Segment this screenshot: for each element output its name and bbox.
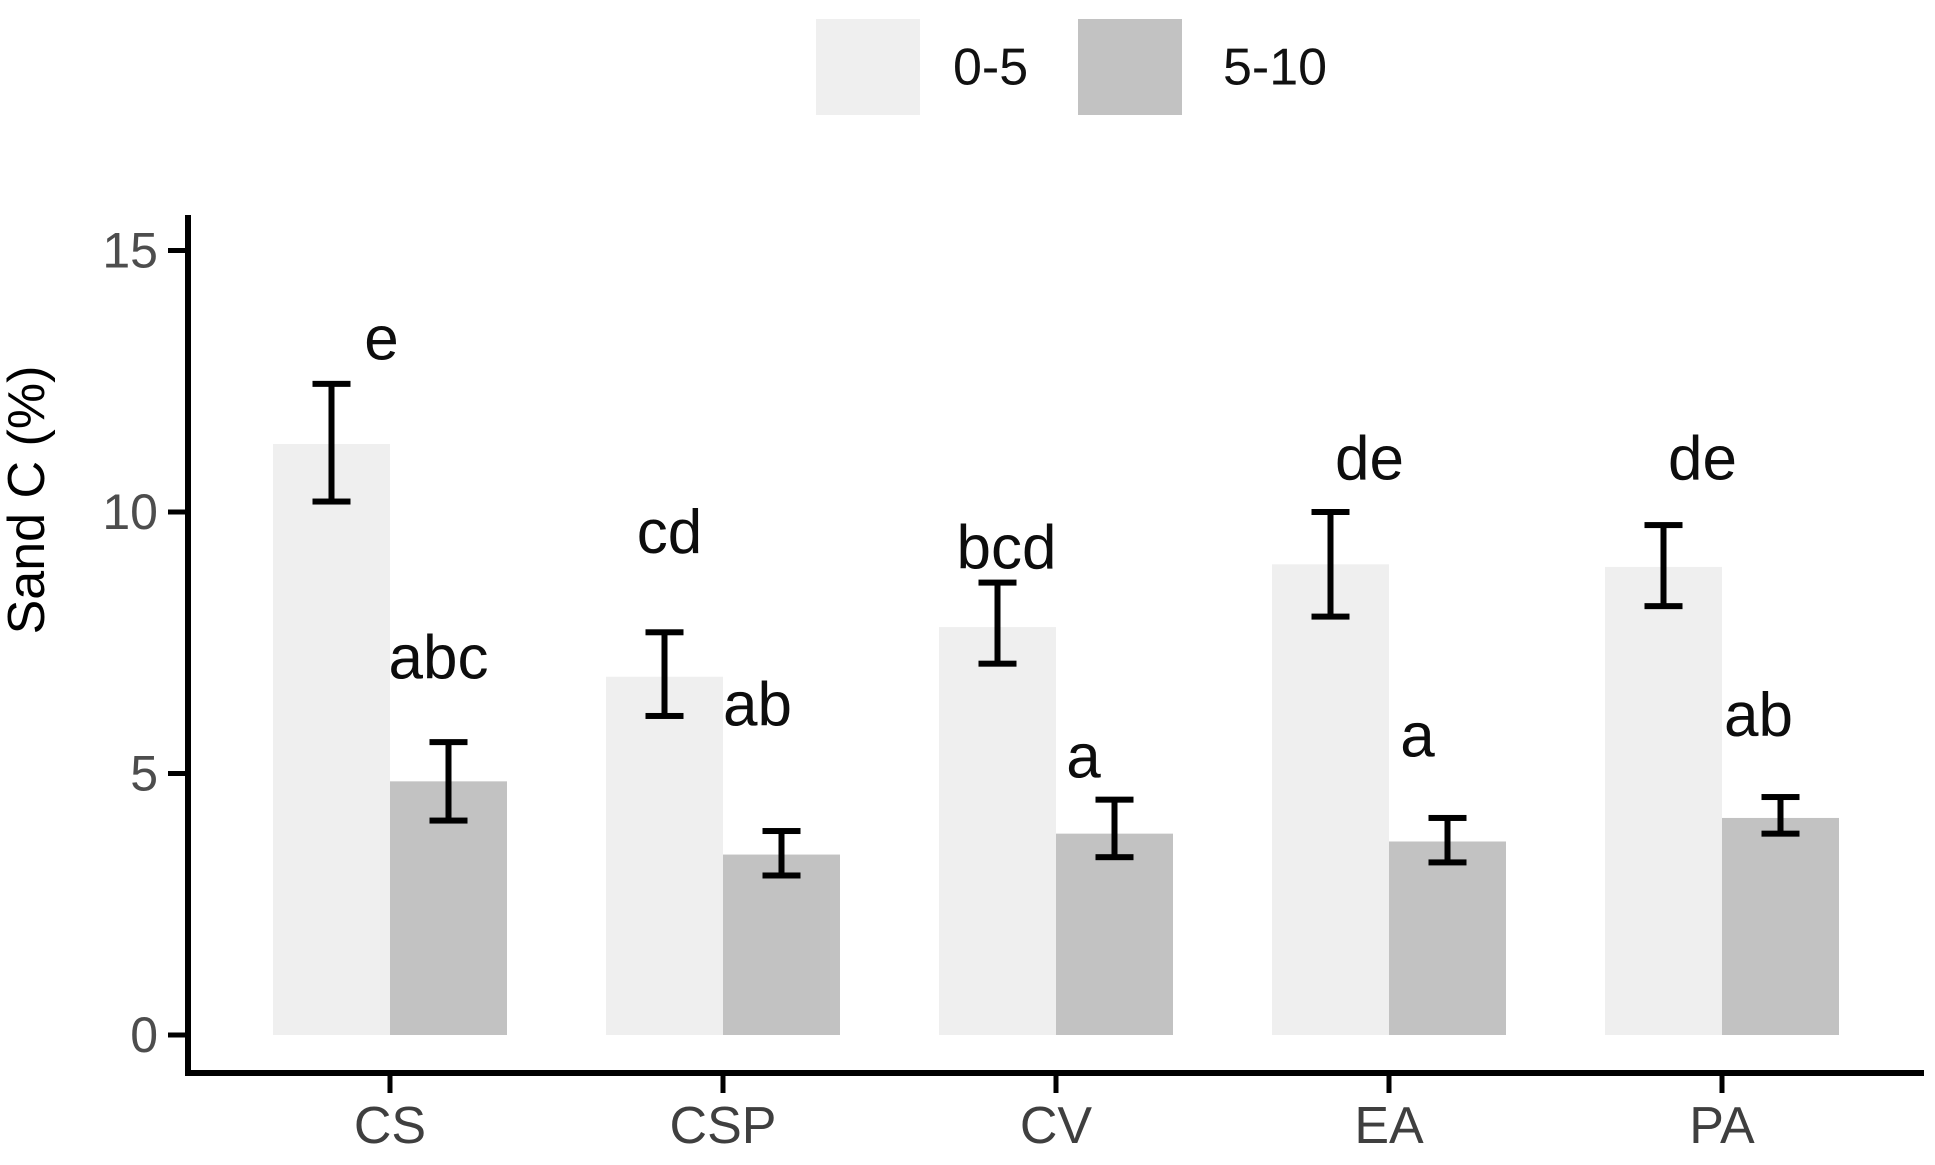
x-tick-CV — [1053, 1076, 1059, 1093]
legend-label-5-10: 5-10 — [1223, 39, 1327, 97]
error-bar-cap-bottom-CS-0-5 — [312, 498, 351, 505]
error-bar-cap-bottom-EA-5-10 — [1428, 859, 1467, 866]
error-bar-cap-bottom-CV-5-10 — [1095, 854, 1134, 861]
bar-CSP-0-5 — [606, 676, 723, 1035]
sig-letter-PA-0-5: de — [1668, 425, 1737, 494]
x-label-EA: EA — [1354, 1097, 1424, 1155]
sig-letter-CSP-5-10: ab — [723, 670, 792, 739]
error-bar-stem-CSP-0-5 — [661, 632, 668, 716]
error-bar-cap-bottom-CS-5-10 — [429, 817, 468, 824]
bar-EA-0-5 — [1272, 564, 1389, 1035]
error-bar-cap-top-PA-5-10 — [1761, 794, 1800, 801]
bar-CSP-5-10 — [723, 854, 840, 1035]
error-bar-stem-CSP-5-10 — [778, 831, 785, 876]
bar-EA-5-10 — [1389, 841, 1506, 1035]
bar-CS-0-5 — [273, 444, 390, 1035]
x-axis-line — [185, 1070, 1924, 1076]
error-bar-cap-top-PA-0-5 — [1644, 522, 1683, 529]
y-axis-line — [185, 215, 191, 1076]
sig-letter-CS-5-10: abc — [389, 623, 489, 692]
error-bar-cap-bottom-CSP-5-10 — [762, 872, 801, 879]
error-bar-cap-top-CV-0-5 — [978, 579, 1017, 586]
error-bar-cap-top-CSP-5-10 — [762, 828, 801, 835]
bar-PA-5-10 — [1722, 817, 1839, 1035]
x-label-CSP: CSP — [670, 1097, 777, 1155]
error-bar-stem-CS-0-5 — [328, 383, 335, 502]
error-bar-cap-top-CS-0-5 — [312, 380, 351, 387]
error-bar-cap-top-CSP-0-5 — [645, 629, 684, 636]
y-tick-label-15: 15 — [102, 223, 158, 279]
error-bar-stem-PA-5-10 — [1777, 797, 1784, 834]
bar-CS-5-10 — [390, 781, 507, 1035]
error-bar-cap-bottom-CSP-0-5 — [645, 712, 684, 719]
x-tick-CSP — [720, 1076, 726, 1093]
sig-letter-CV-5-10: a — [1066, 723, 1101, 792]
x-label-CV: CV — [1020, 1097, 1093, 1155]
sig-letter-PA-5-10: ab — [1724, 681, 1793, 750]
sig-letter-EA-5-10: a — [1400, 702, 1435, 771]
x-tick-EA — [1386, 1076, 1392, 1093]
legend-swatch-5-10 — [1078, 19, 1182, 115]
error-bar-stem-CV-0-5 — [994, 582, 1001, 664]
bar-CV-5-10 — [1056, 833, 1173, 1035]
x-tick-CS — [387, 1076, 393, 1093]
sig-letter-EA-0-5: de — [1335, 425, 1404, 494]
error-bar-cap-bottom-PA-5-10 — [1761, 830, 1800, 837]
error-bar-cap-top-EA-5-10 — [1428, 814, 1467, 821]
y-tick-label-10: 10 — [102, 484, 158, 540]
error-bar-stem-PA-0-5 — [1660, 525, 1667, 607]
error-bar-cap-bottom-PA-0-5 — [1644, 603, 1683, 610]
error-bar-cap-top-CV-5-10 — [1095, 796, 1134, 803]
x-label-CS: CS — [354, 1097, 426, 1155]
y-tick-5 — [168, 771, 185, 776]
y-tick-label-0: 0 — [130, 1007, 158, 1063]
y-tick-0 — [168, 1032, 185, 1038]
sig-letter-CS-0-5: e — [364, 304, 398, 373]
sig-letter-CV-0-5: bcd — [957, 513, 1057, 582]
error-bar-cap-top-EA-0-5 — [1311, 509, 1350, 515]
y-tick-10 — [168, 509, 185, 515]
sig-letter-CSP-0-5: cd — [637, 498, 702, 567]
x-label-PA: PA — [1689, 1097, 1755, 1155]
legend-swatch-0-5 — [816, 19, 920, 115]
error-bar-cap-bottom-CV-0-5 — [978, 660, 1017, 667]
error-bar-stem-CS-5-10 — [445, 742, 452, 821]
error-bar-stem-EA-0-5 — [1327, 512, 1334, 617]
bar-PA-0-5 — [1605, 566, 1722, 1035]
legend-label-0-5: 0-5 — [953, 39, 1028, 97]
y-axis-title: Sand C (%) — [0, 366, 56, 635]
bar-CV-0-5 — [939, 627, 1056, 1035]
error-bar-stem-EA-5-10 — [1444, 817, 1451, 863]
x-tick-PA — [1719, 1076, 1725, 1093]
y-tick-label-5: 5 — [130, 746, 158, 802]
error-bar-stem-CV-5-10 — [1111, 799, 1118, 858]
error-bar-cap-bottom-EA-0-5 — [1311, 613, 1350, 620]
y-tick-15 — [168, 248, 185, 253]
error-bar-cap-top-CS-5-10 — [429, 739, 468, 746]
